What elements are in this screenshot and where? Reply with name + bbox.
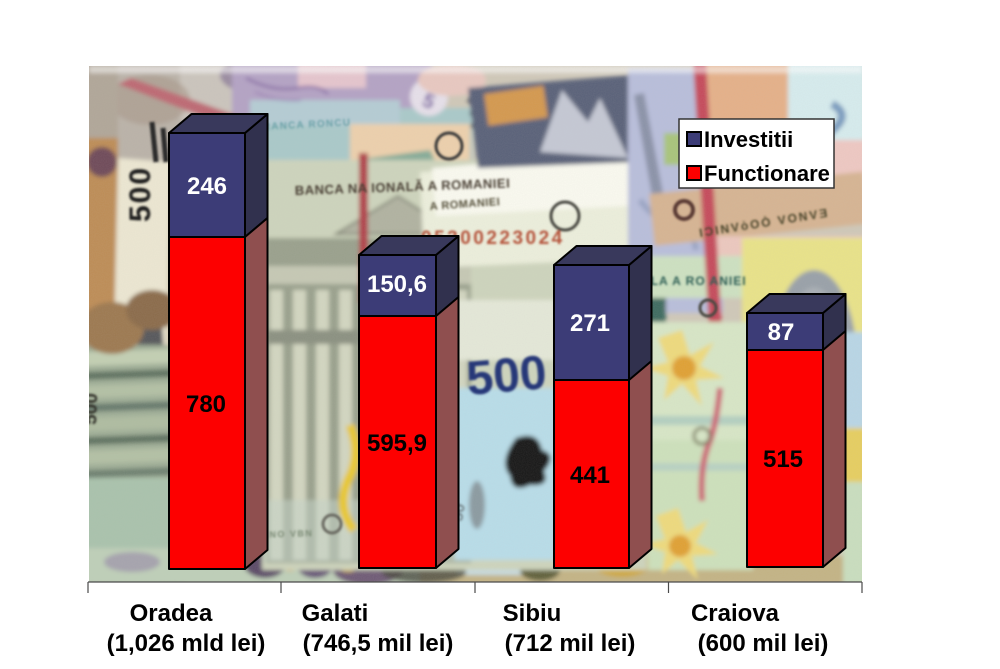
svg-text:Craiova: Craiova (691, 600, 780, 627)
svg-text:Oradea: Oradea (130, 600, 213, 627)
svg-text:515: 515 (763, 446, 803, 473)
svg-text:Investitii: Investitii (704, 127, 793, 152)
svg-text:(712 mil lei): (712 mil lei) (505, 630, 636, 657)
svg-text:A ROMANIEI: A ROMANIEI (429, 196, 500, 213)
svg-text:780: 780 (186, 391, 226, 418)
svg-text:441: 441 (570, 462, 610, 489)
svg-text:(746,5 mil lei): (746,5 mil lei) (303, 630, 454, 657)
svg-text:246: 246 (187, 173, 227, 200)
svg-text:RANCA RONCU: RANCA RONCU (263, 117, 352, 133)
svg-text:500: 500 (124, 166, 157, 222)
svg-text:Functionare: Functionare (704, 161, 830, 186)
svg-text:500: 500 (464, 346, 548, 406)
svg-text:ALA A RO ANIEI: ALA A RO ANIEI (641, 274, 747, 288)
svg-text:271: 271 (570, 310, 610, 337)
svg-text:150,6: 150,6 (367, 271, 427, 298)
svg-text:595,9: 595,9 (367, 430, 427, 457)
svg-text:Sibiu: Sibiu (503, 600, 562, 627)
svg-text:500: 500 (80, 393, 102, 425)
svg-text:87: 87 (768, 319, 795, 346)
svg-text:(600 mil lei): (600 mil lei) (698, 630, 829, 657)
svg-text:Galati: Galati (302, 600, 369, 627)
svg-text:(1,026 mld lei): (1,026 mld lei) (107, 630, 266, 657)
